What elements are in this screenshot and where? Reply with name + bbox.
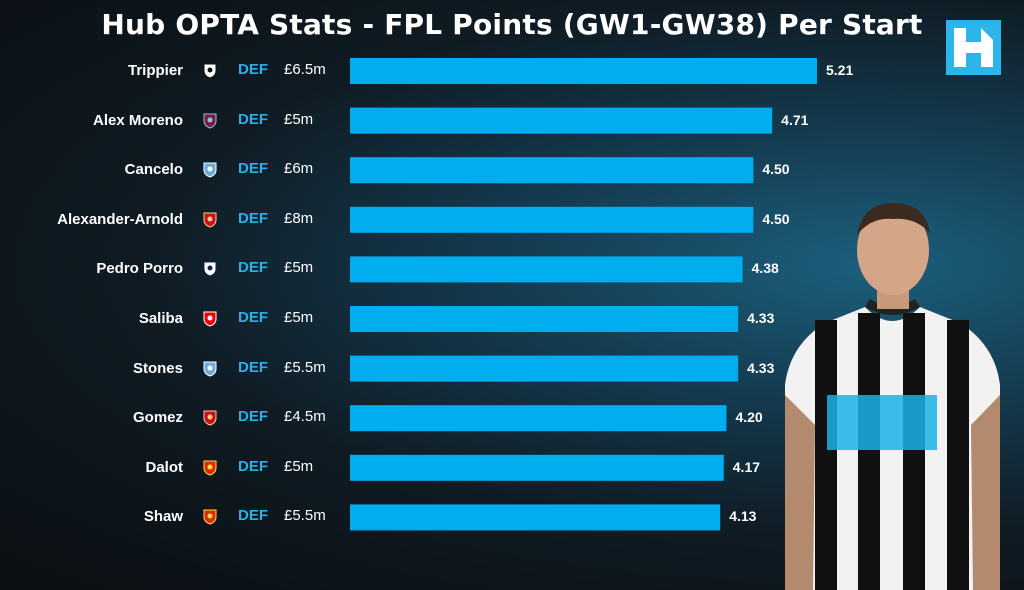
price-label: £5m [284, 259, 314, 277]
position-label: DEF [238, 309, 268, 326]
bar-1 [350, 58, 817, 84]
man-utd-crest-icon [203, 509, 217, 525]
price-label: £4.5m [284, 408, 326, 426]
position-label: DEF [238, 160, 268, 178]
man-city-crest-icon [203, 361, 217, 377]
price-label: £5.5m [284, 358, 326, 376]
bar-value-label: 4.71 [781, 111, 809, 128]
position-label: DEF [238, 408, 268, 426]
player-name-label: Pedro Porro [96, 260, 183, 278]
price-label: £5m [284, 309, 314, 326]
position-label: DEF [238, 209, 268, 227]
bar-value-label: 4.33 [747, 359, 775, 376]
position-label: DEF [238, 110, 268, 128]
position-label: DEF [238, 358, 268, 376]
bar-9 [350, 454, 724, 481]
bar-value-label: 4.17 [732, 458, 761, 475]
bar-8 [350, 405, 727, 432]
tottenham-crest-icon [203, 261, 217, 277]
bar-value-label: 4.50 [762, 161, 790, 178]
bar-value-label: 5.21 [826, 62, 854, 78]
player-photo [785, 203, 1000, 590]
price-label: £5m [284, 457, 314, 475]
player-name-label: Gomez [132, 409, 183, 427]
bar-4 [350, 206, 754, 233]
player-name-label: Cancelo [124, 161, 183, 179]
bar-6 [350, 306, 739, 332]
position-label: DEF [238, 61, 268, 78]
arsenal-crest-icon [203, 311, 217, 327]
player-name-label: Alex Moreno [92, 111, 183, 129]
player-name-label: Stones [132, 359, 183, 377]
aston-villa-crest-icon [203, 113, 217, 129]
bar-10 [350, 504, 721, 531]
liverpool-crest-icon [203, 212, 217, 228]
bar-2 [350, 107, 773, 134]
price-label: £5.5m [284, 507, 326, 525]
price-label: £6m [284, 160, 314, 178]
man-city-crest-icon [203, 162, 217, 178]
bar-value-label: 4.13 [729, 508, 757, 525]
bar-5 [350, 256, 743, 283]
price-label: £5m [284, 110, 314, 128]
bar-value-label: 4.38 [751, 260, 779, 277]
position-label: DEF [238, 457, 268, 475]
position-label: DEF [238, 507, 268, 525]
bar-7 [350, 355, 739, 382]
man-utd-crest-icon [203, 460, 217, 476]
price-label: £6.5m [284, 61, 326, 78]
player-name-label: Alexander-Arnold [57, 210, 183, 228]
chart-title: Hub OPTA Stats - FPL Points (GW1-GW38) P… [101, 8, 923, 41]
liverpool-crest-icon [203, 410, 217, 426]
bar-3 [350, 157, 754, 184]
bar-value-label: 4.20 [735, 409, 763, 426]
bar-value-label: 4.50 [762, 210, 790, 227]
price-label: £8m [284, 209, 314, 227]
newcastle-crest-icon [203, 63, 217, 79]
player-name-label: Trippier [127, 62, 183, 79]
player-name-label: Dalot [145, 458, 184, 476]
brand-logo-icon [946, 20, 1001, 75]
player-name-label: Shaw [143, 508, 183, 526]
bar-value-label: 4.33 [747, 310, 775, 326]
player-name-label: Saliba [138, 310, 183, 327]
position-label: DEF [238, 259, 268, 277]
